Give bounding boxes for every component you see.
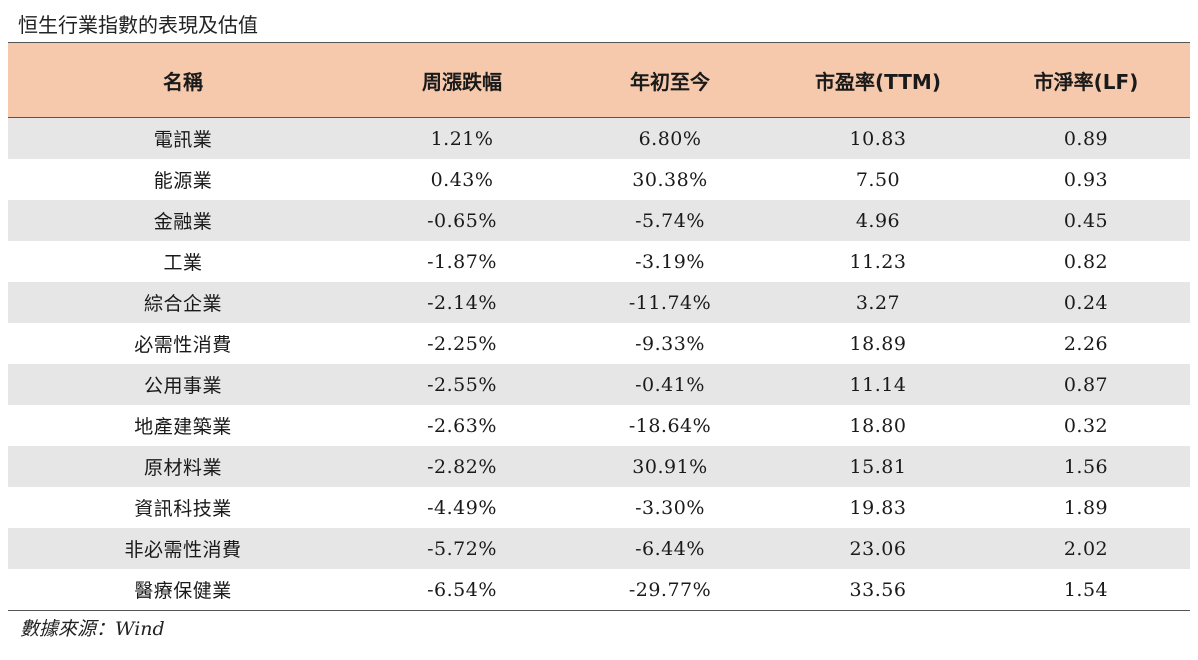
cell-ytd: 30.38%	[632, 168, 708, 191]
cell-pe-ttm: 10.83	[849, 127, 907, 150]
cell-pb-lf: 2.02	[1063, 537, 1109, 560]
header-pb-lf: 市淨率(LF)	[1033, 69, 1139, 94]
cell-name: 金融業	[153, 211, 213, 233]
table-row: 地產建築業 -2.63% -18.64% 18.80 0.32	[8, 405, 1190, 446]
cell-weekly-change: 1.21%	[430, 127, 494, 150]
cell-name: 公用事業	[143, 375, 222, 397]
cell-pb-lf: 0.87	[1063, 373, 1109, 396]
cell-pe-ttm: 11.14	[849, 373, 907, 396]
cell-name: 非必需性消費	[124, 539, 242, 561]
cell-ytd: -11.74%	[628, 291, 712, 314]
cell-pe-ttm: 3.27	[855, 291, 901, 314]
cell-name: 原材料業	[143, 457, 222, 479]
cell-ytd: 30.91%	[632, 455, 708, 478]
cell-pe-ttm: 19.83	[849, 496, 907, 519]
cell-weekly-change: -2.55%	[427, 373, 497, 396]
cell-pe-ttm: 23.06	[849, 537, 907, 560]
cell-name: 資訊科技業	[134, 498, 232, 520]
cell-pb-lf: 0.82	[1063, 250, 1109, 273]
cell-weekly-change: -0.65%	[427, 209, 497, 232]
cell-weekly-change: -2.82%	[427, 455, 497, 478]
cell-pb-lf: 1.89	[1063, 496, 1109, 519]
cell-ytd: 6.80%	[638, 127, 702, 150]
table-row: 醫療保健業 -6.54% -29.77% 33.56 1.54	[8, 569, 1190, 610]
cell-weekly-change: -5.72%	[427, 537, 497, 560]
cell-pb-lf: 0.45	[1063, 209, 1109, 232]
table-row: 必需性消費 -2.25% -9.33% 18.89 2.26	[8, 323, 1190, 364]
cell-ytd: -5.74%	[635, 209, 705, 232]
table-row: 電訊業 1.21% 6.80% 10.83 0.89	[8, 118, 1190, 159]
cell-weekly-change: -4.49%	[427, 496, 497, 519]
cell-weekly-change: -2.25%	[427, 332, 497, 355]
cell-pb-lf: 1.56	[1063, 455, 1109, 478]
cell-pb-lf: 0.93	[1063, 168, 1109, 191]
cell-pe-ttm: 15.81	[849, 455, 907, 478]
sector-index-table: 名稱 周漲跌幅 年初至今 市盈率(TTM) 市淨率(LF) 電訊業 1.21% 6.…	[8, 42, 1190, 611]
cell-weekly-change: -1.87%	[427, 250, 497, 273]
cell-pe-ttm: 7.50	[855, 168, 901, 191]
cell-pb-lf: 1.54	[1063, 578, 1109, 601]
cell-name: 地產建築業	[134, 416, 232, 438]
cell-pb-lf: 0.24	[1063, 291, 1109, 314]
header-weekly-change: 周漲跌幅	[422, 69, 502, 94]
header-ytd: 年初至今	[630, 69, 710, 94]
cell-pe-ttm: 18.80	[849, 414, 907, 437]
cell-ytd: -18.64%	[628, 414, 712, 437]
cell-pb-lf: 2.26	[1063, 332, 1109, 355]
cell-pe-ttm: 4.96	[855, 209, 901, 232]
cell-ytd: -6.44%	[635, 537, 705, 560]
table-header-row: 名稱 周漲跌幅 年初至今 市盈率(TTM) 市淨率(LF)	[8, 43, 1190, 118]
cell-weekly-change: 0.43%	[430, 168, 494, 191]
table-row: 能源業 0.43% 30.38% 7.50 0.93	[8, 159, 1190, 200]
cell-ytd: -3.19%	[635, 250, 705, 273]
table-row: 工業 -1.87% -3.19% 11.23 0.82	[8, 241, 1190, 282]
cell-name: 電訊業	[153, 129, 213, 151]
table-row: 金融業 -0.65% -5.74% 4.96 0.45	[8, 200, 1190, 241]
cell-pb-lf: 0.89	[1063, 127, 1109, 150]
cell-pb-lf: 0.32	[1063, 414, 1109, 437]
table-caption: 恒生行業指數的表現及估值	[18, 13, 258, 37]
cell-name: 工業	[163, 252, 203, 274]
header-name: 名稱	[163, 69, 203, 94]
cell-weekly-change: -2.14%	[427, 291, 497, 314]
cell-ytd: -29.77%	[628, 578, 712, 601]
cell-weekly-change: -2.63%	[427, 414, 497, 437]
cell-pe-ttm: 18.89	[849, 332, 907, 355]
cell-pe-ttm: 11.23	[849, 250, 907, 273]
table-row: 非必需性消費 -5.72% -6.44% 23.06 2.02	[8, 528, 1190, 569]
cell-weekly-change: -6.54%	[427, 578, 497, 601]
cell-pe-ttm: 33.56	[849, 578, 907, 601]
data-source-note: 數據來源：Wind	[20, 618, 165, 640]
cell-name: 綜合企業	[143, 293, 222, 315]
cell-name: 醫療保健業	[134, 580, 232, 602]
cell-name: 能源業	[153, 170, 213, 192]
table-row: 原材料業 -2.82% 30.91% 15.81 1.56	[8, 446, 1190, 487]
table-row: 綜合企業 -2.14% -11.74% 3.27 0.24	[8, 282, 1190, 323]
cell-ytd: -9.33%	[635, 332, 705, 355]
table-row: 資訊科技業 -4.49% -3.30% 19.83 1.89	[8, 487, 1190, 528]
cell-ytd: -3.30%	[635, 496, 705, 519]
header-pe-ttm: 市盈率(TTM)	[815, 69, 941, 94]
cell-name: 必需性消費	[134, 334, 232, 356]
cell-ytd: -0.41%	[635, 373, 705, 396]
table-row: 公用事業 -2.55% -0.41% 11.14 0.87	[8, 364, 1190, 405]
